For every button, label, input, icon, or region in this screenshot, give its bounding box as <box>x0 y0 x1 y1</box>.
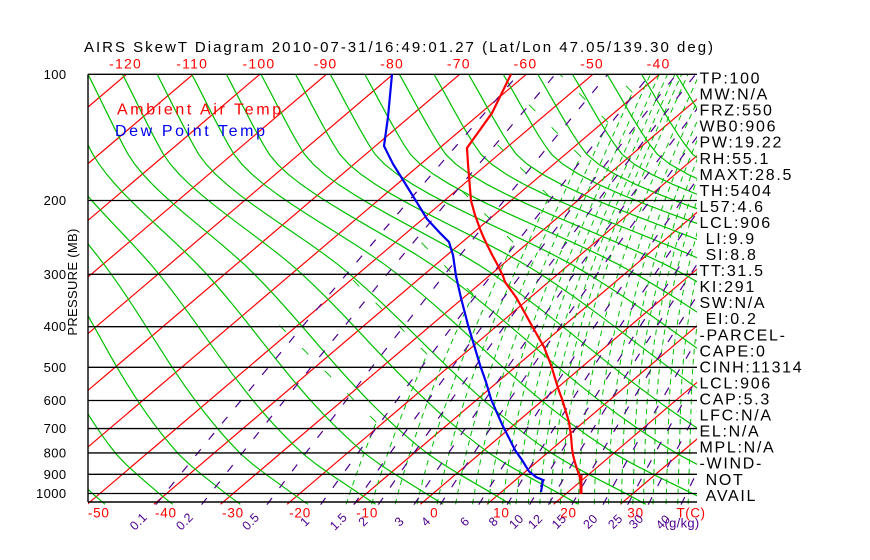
svg-text:10: 10 <box>493 506 510 521</box>
svg-text:LCL:906: LCL:906 <box>700 215 772 232</box>
svg-text:TH:5404: TH:5404 <box>700 183 773 200</box>
svg-text:-70: -70 <box>447 56 471 72</box>
svg-text:-90: -90 <box>314 56 338 72</box>
svg-text:Dew Point Temp: Dew Point Temp <box>115 123 268 140</box>
svg-text:-PARCEL-: -PARCEL- <box>700 327 787 344</box>
svg-text:MAXT:28.5: MAXT:28.5 <box>700 167 794 184</box>
svg-text:KI:291: KI:291 <box>700 279 756 296</box>
svg-text:-120: -120 <box>109 56 142 72</box>
svg-text:900: 900 <box>44 467 67 482</box>
svg-text:-100: -100 <box>242 56 275 72</box>
svg-text:-110: -110 <box>176 56 208 72</box>
svg-text:AVAIL: AVAIL <box>700 488 758 505</box>
svg-text:L57:4.6: L57:4.6 <box>700 199 765 216</box>
svg-text:300: 300 <box>44 267 67 282</box>
svg-text:PW:19.22: PW:19.22 <box>700 135 784 152</box>
svg-text:-40: -40 <box>647 56 671 72</box>
svg-text:-40: -40 <box>155 506 177 521</box>
svg-text:CINH:11314: CINH:11314 <box>700 359 804 376</box>
svg-text:SI:8.8: SI:8.8 <box>700 247 758 264</box>
svg-text:-60: -60 <box>513 56 537 72</box>
svg-text:CAPE:0: CAPE:0 <box>700 343 767 360</box>
svg-text:-20: -20 <box>289 506 311 521</box>
svg-text:-30: -30 <box>222 506 244 521</box>
svg-text:EI:0.2: EI:0.2 <box>700 311 758 328</box>
svg-text:Ambient Air Temp: Ambient Air Temp <box>117 102 284 119</box>
svg-text:NOT: NOT <box>700 472 745 489</box>
svg-text:-WIND-: -WIND- <box>700 456 764 473</box>
svg-text:PRESSURE (MB): PRESSURE (MB) <box>65 228 80 335</box>
svg-text:LFC:N/A: LFC:N/A <box>700 408 773 425</box>
svg-text:(g/kg): (g/kg) <box>665 516 700 531</box>
svg-text:-50: -50 <box>88 506 110 521</box>
svg-text:CAP:5.3: CAP:5.3 <box>700 392 772 409</box>
svg-text:500: 500 <box>44 360 67 375</box>
svg-text:200: 200 <box>44 193 67 208</box>
svg-text:MW:N/A: MW:N/A <box>700 87 769 104</box>
svg-text:TP:100: TP:100 <box>700 71 762 88</box>
svg-text:-80: -80 <box>380 56 404 72</box>
svg-text:30: 30 <box>627 506 644 521</box>
svg-text:400: 400 <box>44 319 67 334</box>
svg-text:WB0:906: WB0:906 <box>700 119 778 136</box>
svg-text:TT:31.5: TT:31.5 <box>700 263 765 280</box>
svg-text:T(C): T(C) <box>677 506 706 521</box>
svg-text:600: 600 <box>44 393 67 408</box>
svg-text:LCL:906: LCL:906 <box>700 375 772 392</box>
svg-text:0: 0 <box>430 506 438 521</box>
svg-text:1000: 1000 <box>36 486 67 501</box>
svg-text:100: 100 <box>44 67 67 82</box>
svg-text:800: 800 <box>44 445 67 460</box>
svg-text:-10: -10 <box>356 506 378 521</box>
svg-text:RH:55.1: RH:55.1 <box>700 151 771 168</box>
svg-text:MPL:N/A: MPL:N/A <box>700 440 776 457</box>
svg-text:FRZ:550: FRZ:550 <box>700 103 774 120</box>
svg-text:AIRS SkewT Diagram 2010-07-31/: AIRS SkewT Diagram 2010-07-31/16:49:01.2… <box>84 39 715 56</box>
svg-text:EL:N/A: EL:N/A <box>700 424 761 441</box>
svg-text:-50: -50 <box>580 56 604 72</box>
svg-text:20: 20 <box>560 506 577 521</box>
svg-text:700: 700 <box>44 421 67 436</box>
svg-text:SW:N/A: SW:N/A <box>700 295 767 312</box>
svg-text:LI:9.9: LI:9.9 <box>700 231 756 248</box>
